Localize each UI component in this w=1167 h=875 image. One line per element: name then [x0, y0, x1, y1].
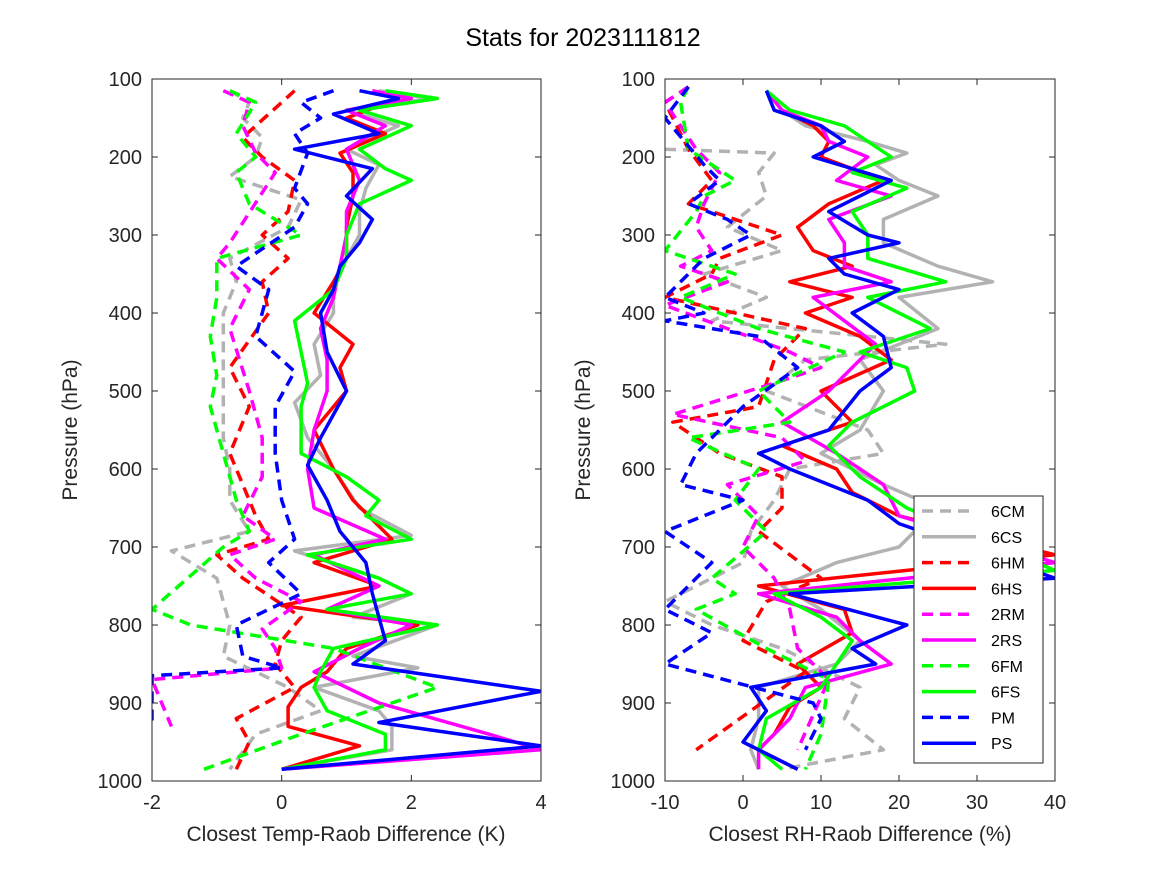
series-line-pm: [152, 89, 335, 723]
y-tick-label: 700: [109, 537, 142, 559]
y-axis-label: Pressure (hPa): [59, 359, 82, 500]
x-tick-label: 10: [810, 792, 832, 814]
y-tick-label: 300: [622, 225, 655, 247]
temp-difference-panel: -2 0 2 4 100 200 300 400 500 600 700 800 900 1000 Clo…: [59, 69, 547, 846]
series-line-2rs: [756, 89, 1055, 770]
series-line-6hm: [665, 85, 823, 752]
x-tick-label: -10: [651, 792, 680, 814]
series-line-2rm: [152, 89, 303, 728]
x-axis-label: Closest RH-Raob Difference (%): [708, 823, 1011, 846]
series-line-6fm: [665, 86, 847, 771]
series-lines: [665, 85, 1055, 772]
legend: 6CM 6CS 6HM 6HS 2RM 2RS 6FM 6FS PM PS: [913, 495, 1044, 764]
series-line-ps: [741, 90, 1055, 771]
legend-label: 6HS: [991, 581, 1022, 598]
y-tick-label: 300: [109, 225, 142, 247]
y-tick-label: 400: [622, 303, 655, 325]
ticks: -2 0 2 4 100 200 300 400 500 600 700 800 900 1000: [98, 69, 547, 814]
series-line-ps: [281, 88, 541, 772]
y-tick-label: 400: [109, 303, 142, 325]
y-tick-label: 800: [109, 615, 142, 637]
axes-box: [664, 78, 1056, 782]
legend-label: 2RM: [991, 607, 1025, 624]
series-lines: [152, 88, 541, 772]
y-tick-label: 600: [109, 459, 142, 481]
y-tick-label: 500: [622, 381, 655, 403]
y-tick-label: 200: [622, 147, 655, 169]
y-tick-label: 100: [109, 69, 142, 91]
x-tick-label: 4: [535, 792, 546, 814]
y-tick-label: 100: [622, 69, 655, 91]
legend-label: 6CM: [991, 504, 1025, 521]
legend-box: [913, 495, 1044, 764]
series-line-6hm: [215, 89, 303, 771]
x-tick-label: 2: [406, 792, 417, 814]
legend-label: 6HM: [991, 556, 1025, 573]
legend-label: 6FS: [991, 685, 1020, 702]
legend-label: PS: [991, 736, 1012, 753]
x-tick-label: 0: [276, 792, 287, 814]
series-line-6fs: [281, 88, 440, 772]
y-tick-label: 200: [109, 147, 142, 169]
chart-title: Stats for 2023111812: [465, 24, 700, 52]
y-tick-label: 800: [622, 615, 655, 637]
y-tick-label: 700: [622, 537, 655, 559]
x-tick-label: -2: [143, 792, 161, 814]
x-axis-label: Closest Temp-Raob Difference (K): [186, 823, 505, 846]
y-tick-label: 1000: [611, 771, 656, 793]
series-line-2rm: [665, 85, 831, 751]
legend-label: 6FM: [991, 659, 1023, 676]
series-line-6fs: [756, 89, 1055, 771]
legend-label: 6CS: [991, 530, 1022, 547]
series-line-6cm: [665, 147, 948, 772]
legend-label: PM: [991, 710, 1015, 727]
y-tick-label: 900: [109, 693, 142, 715]
y-tick-label: 600: [622, 459, 655, 481]
y-tick-label: 500: [109, 381, 142, 403]
series-line-pm: [665, 85, 823, 751]
y-tick-label: 900: [622, 693, 655, 715]
x-tick-label: 40: [1044, 792, 1066, 814]
series-line-6fm: [152, 89, 440, 771]
series-line-2rs: [281, 88, 541, 772]
rh-difference-panel: -10 0 10 20 30 40 100 200 300 400 500 600 700 800 900 1…: [572, 69, 1066, 846]
x-tick-label: 0: [737, 792, 748, 814]
ticks: -10 0 10 20 30 40 100 200 300 400 500 600 700 800 900 1…: [611, 69, 1067, 814]
x-tick-label: 30: [966, 792, 988, 814]
y-tick-label: 1000: [98, 771, 143, 793]
y-axis-label: Pressure (hPa): [572, 359, 595, 500]
axes-box: [151, 78, 542, 782]
legend-label: 2RS: [991, 633, 1022, 650]
x-tick-label: 20: [888, 792, 910, 814]
